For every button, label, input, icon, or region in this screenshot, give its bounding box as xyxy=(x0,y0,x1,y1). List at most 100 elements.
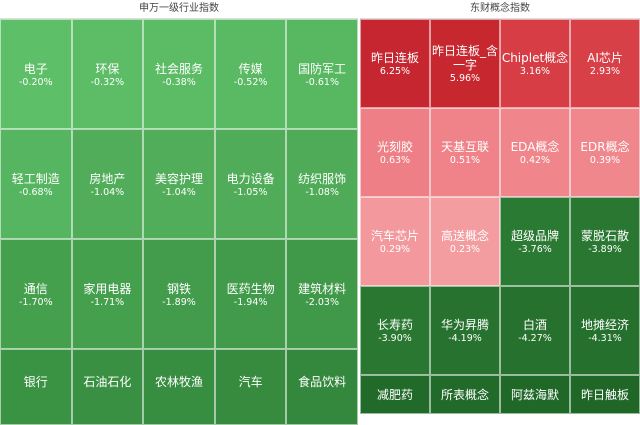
concept-cell-name: 华为昇腾 xyxy=(440,318,489,332)
concept-cell-name: 阿兹海默 xyxy=(510,388,559,402)
industry-cell[interactable]: 通信 -1.70% xyxy=(0,239,72,349)
industry-cell-value: -1.08% xyxy=(305,187,339,198)
concept-cell[interactable]: 昨日连板_含 一字 5.96% xyxy=(430,19,500,108)
industry-cell-value: -1.89% xyxy=(162,297,196,308)
industry-cell-name: 美容护理 xyxy=(154,172,203,186)
concept-cell-name: 白酒 xyxy=(522,318,547,332)
concept-cell[interactable]: EDA概念 0.42% xyxy=(500,108,570,197)
concept-cell[interactable]: 白酒 -4.27% xyxy=(500,286,570,375)
concept-cell-name: Chiplet概念 xyxy=(501,51,569,65)
industry-cell-name: 国防军工 xyxy=(298,62,347,76)
industry-cell-name: 轻工制造 xyxy=(11,172,60,186)
concept-cell-name: EDA概念 xyxy=(510,140,560,154)
concept-index-title: 东财概念指数 xyxy=(360,0,640,19)
concept-cell[interactable]: 地摊经济 -4.31% xyxy=(570,286,640,375)
industry-cell[interactable]: 家用电器 -1.71% xyxy=(71,239,144,349)
concept-index-panel: 东财概念指数 昨日连板 6.25% 昨日连板_含 一字 5.96% Chiplet概念 3… xyxy=(360,0,640,414)
industry-cell[interactable]: 美容护理 -1.04% xyxy=(143,129,215,239)
industry-cell-name: 医药生物 xyxy=(226,282,275,296)
concept-cell[interactable]: EDR概念 0.39% xyxy=(570,108,640,197)
concept-cell-name: 蒙脱石散 xyxy=(580,229,629,243)
industry-cell[interactable]: 轻工制造 -0.68% xyxy=(0,129,72,239)
industry-cell[interactable]: 电力设备 -1.05% xyxy=(214,129,287,239)
concept-cell[interactable]: 昨日连板 6.25% xyxy=(360,19,430,108)
industry-index-panel: 申万一级行业指数 电子 -0.20% 环保 -0.32% 社会服务 -0.38% 传媒 -0.… xyxy=(0,0,358,425)
industry-cell-value: -1.04% xyxy=(90,187,125,198)
industry-cell-name: 建筑材料 xyxy=(298,282,347,296)
concept-cell-value: 5.96% xyxy=(449,73,481,84)
concept-cell-value: 3.16% xyxy=(519,66,551,77)
concept-cell-value: 0.63% xyxy=(379,155,411,166)
industry-cell[interactable]: 石油石化 xyxy=(71,349,144,425)
industry-cell-value: -0.38% xyxy=(162,77,196,88)
concept-cell-value: -3.89% xyxy=(588,244,622,255)
industry-cell[interactable]: 传媒 -0.52% xyxy=(214,19,287,129)
concept-cell-value: -4.27% xyxy=(518,333,552,344)
concept-cell-value: -4.31% xyxy=(588,333,622,344)
concept-cell-value: 0.39% xyxy=(589,155,621,166)
concept-cell-name: 光刻胶 xyxy=(376,140,413,154)
industry-cell-name: 房地产 xyxy=(89,172,126,186)
concept-cell[interactable]: 高送概念 0.23% xyxy=(430,197,500,286)
industry-cell[interactable]: 建筑材料 -2.03% xyxy=(286,239,358,349)
concept-cell[interactable]: 昨日触板 xyxy=(570,375,640,414)
industry-cell-value: -1.94% xyxy=(233,297,268,308)
industry-cell[interactable]: 国防军工 -0.61% xyxy=(286,19,358,129)
industry-cell[interactable]: 电子 -0.20% xyxy=(0,19,72,129)
industry-cell-value: -1.04% xyxy=(162,187,196,198)
concept-index-treemap: 昨日连板 6.25% 昨日连板_含 一字 5.96% Chiplet概念 3.16% AI芯… xyxy=(360,19,640,414)
concept-cell-name: EDR概念 xyxy=(580,140,630,154)
industry-cell-value: -1.71% xyxy=(90,297,125,308)
concept-cell-name: 长寿药 xyxy=(376,318,413,332)
concept-cell-value: 0.23% xyxy=(449,244,481,255)
concept-cell-value: -4.19% xyxy=(448,333,482,344)
concept-cell-value: 6.25% xyxy=(379,66,411,77)
concept-cell-name: 所表概念 xyxy=(440,388,489,402)
concept-cell-name: 地摊经济 xyxy=(580,318,629,332)
industry-cell[interactable]: 钢铁 -1.89% xyxy=(143,239,215,349)
concept-cell-value: 2.93% xyxy=(589,66,621,77)
concept-cell-value: 0.29% xyxy=(379,244,411,255)
industry-cell[interactable]: 社会服务 -0.38% xyxy=(143,19,215,129)
industry-cell[interactable]: 农林牧渔 xyxy=(143,349,215,425)
industry-cell[interactable]: 银行 xyxy=(0,349,72,425)
industry-cell-name: 传媒 xyxy=(238,62,263,76)
concept-cell-value: -3.76% xyxy=(518,244,552,255)
industry-cell[interactable]: 环保 -0.32% xyxy=(71,19,144,129)
industry-cell[interactable]: 食品饮料 xyxy=(286,349,358,425)
concept-cell[interactable]: 所表概念 xyxy=(430,375,500,414)
concept-cell[interactable]: 减肥药 xyxy=(360,375,430,414)
concept-cell[interactable]: AI芯片 2.93% xyxy=(570,19,640,108)
industry-cell-name: 环保 xyxy=(95,62,120,76)
concept-cell-name: 天基互联 xyxy=(440,140,489,154)
concept-cell-value: 0.42% xyxy=(519,155,551,166)
industry-index-treemap: 电子 -0.20% 环保 -0.32% 社会服务 -0.38% 传媒 -0.52% 国防军工 -0… xyxy=(0,19,358,425)
concept-cell-name: AI芯片 xyxy=(587,51,623,65)
industry-cell[interactable]: 纺织服饰 -1.08% xyxy=(286,129,358,239)
concept-cell[interactable]: Chiplet概念 3.16% xyxy=(500,19,570,108)
concept-cell[interactable]: 华为昇腾 -4.19% xyxy=(430,286,500,375)
industry-cell-name: 通信 xyxy=(23,282,48,296)
concept-cell[interactable]: 天基互联 0.51% xyxy=(430,108,500,197)
industry-cell-name: 石油石化 xyxy=(83,375,132,389)
industry-cell-name: 农林牧渔 xyxy=(154,375,203,389)
concept-cell[interactable]: 蒙脱石散 -3.89% xyxy=(570,197,640,286)
industry-cell-value: -1.70% xyxy=(18,297,53,308)
concept-cell[interactable]: 长寿药 -3.90% xyxy=(360,286,430,375)
industry-cell-value: -0.61% xyxy=(305,77,339,88)
industry-cell-name: 钢铁 xyxy=(166,282,191,296)
concept-cell[interactable]: 光刻胶 0.63% xyxy=(360,108,430,197)
concept-cell-name: 汽车芯片 xyxy=(370,229,419,243)
industry-cell[interactable]: 医药生物 -1.94% xyxy=(214,239,287,349)
concept-cell-name: 高送概念 xyxy=(440,229,489,243)
concept-cell[interactable]: 阿兹海默 xyxy=(500,375,570,414)
concept-cell-value: -3.90% xyxy=(378,333,412,344)
concept-cell[interactable]: 汽车芯片 0.29% xyxy=(360,197,430,286)
concept-cell-name: 昨日连板 xyxy=(370,51,419,65)
industry-cell-name: 电力设备 xyxy=(226,172,275,186)
industry-cell-value: -0.52% xyxy=(233,77,268,88)
industry-index-title: 申万一级行业指数 xyxy=(0,0,358,19)
industry-cell[interactable]: 房地产 -1.04% xyxy=(71,129,144,239)
concept-cell[interactable]: 超级品牌 -3.76% xyxy=(500,197,570,286)
industry-cell-name: 电子 xyxy=(23,62,48,76)
